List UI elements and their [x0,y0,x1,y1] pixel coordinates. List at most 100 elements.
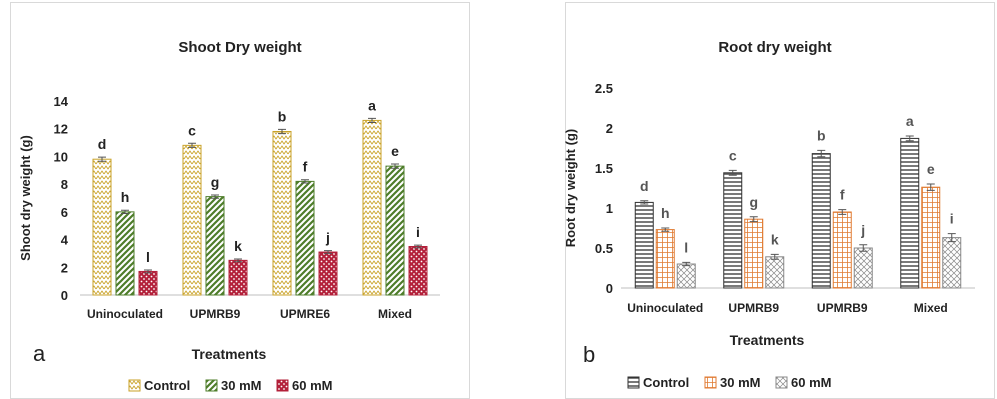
bar [385,165,405,296]
bar [115,211,135,296]
error-bar [324,250,332,254]
legend-label: 30 mM [221,378,261,393]
y-tick-label: 0.5 [595,241,613,256]
y-tick-label: 14 [54,94,69,109]
bar [832,211,852,289]
error-bar [728,169,737,176]
legend-swatch [627,376,640,389]
y-tick-label: 2.5 [595,81,613,96]
significance-letter: h [661,205,670,221]
legend-swatch [775,376,788,389]
significance-letter: a [906,113,914,129]
bar [744,218,764,289]
chart-title: Shoot Dry weight [178,39,301,56]
legend-swatch [704,376,717,389]
error-bar [682,261,691,267]
bar [272,130,292,296]
legend-swatch [205,379,218,392]
significance-letter: h [121,189,130,205]
y-tick-label: 8 [61,177,68,192]
chart-title: Root dry weight [718,39,831,56]
y-tick-label: 0 [61,288,68,303]
error-bar [98,156,106,162]
error-bar [278,128,286,135]
y-tick-label: 1.5 [595,161,613,176]
significance-letter: c [188,122,196,138]
error-bar [859,244,868,252]
category-label: Uninoculated [87,307,163,321]
significance-letter: a [368,97,376,113]
error-bar [749,216,758,223]
y-tick-label: 4 [61,233,69,248]
significance-letter: f [840,187,845,203]
significance-letter: d [640,178,649,194]
significance-letter: l [684,239,688,255]
legend-label: Control [144,378,190,393]
legend-label: 60 mM [292,378,332,393]
bar [655,229,675,289]
error-bar [121,209,129,215]
y-tick-label: 2 [61,260,68,275]
error-bar [661,227,670,232]
bar [138,270,158,296]
legend-label: Control [643,375,689,390]
significance-letter: k [234,238,242,254]
chart-panel-a: Shoot Dry weight Shoot dry weight (g) 0 2 4 6… [0,0,480,399]
y-axis-label: Root dry weight (g) [563,129,578,247]
bar [182,144,202,296]
category-label: UPMRB9 [817,301,868,315]
y-tick-label: 2 [606,121,613,136]
legend-swatch [276,379,289,392]
significance-letter: b [817,127,826,143]
error-bar [188,142,196,148]
y-tick-label: 0 [606,281,613,296]
error-bar [211,194,219,199]
x-axis-label: Treatments [730,332,805,348]
error-bar [234,258,242,263]
significance-letter: g [211,174,220,190]
legend-label: 60 mM [791,375,831,390]
bar [900,137,920,289]
significance-letter: c [729,147,737,163]
significance-letter: j [325,230,330,246]
significance-letter: d [98,136,107,152]
significance-letter: e [927,161,935,177]
chart-panel-b: Root dry weight Root dry weight (g) 0 0.5 1 1… [555,0,997,399]
significance-letter: i [416,224,420,240]
category-label: UPMRB9 [190,307,241,321]
error-bar [144,269,152,274]
significance-letter: b [278,108,287,124]
significance-letter: e [391,143,399,159]
bar [723,172,743,289]
significance-letter: k [771,231,779,247]
shoot-dry-weight-chart: Shoot Dry weight Shoot dry weight (g) 0 2 4 6… [18,39,440,393]
category-label: Mixed [378,307,412,321]
y-tick-label: 12 [54,122,68,137]
error-bar [368,117,376,123]
bar [634,201,654,289]
error-bar [301,179,309,184]
error-bar [391,163,399,169]
category-label: UPMRE6 [280,307,330,321]
error-bar [905,135,914,142]
bar [205,196,225,296]
error-bar [838,209,847,215]
panel-label: b [583,342,595,367]
legend-swatch [128,379,141,392]
y-tick-label: 10 [54,149,68,164]
panel-label: a [33,341,46,366]
error-bar [926,183,935,191]
x-axis-label: Treatments [192,346,267,362]
significance-letter: l [146,249,150,265]
category-label: UPMRB9 [728,301,779,315]
error-bar [947,233,956,243]
bar [362,119,382,296]
bar [811,153,831,289]
bar [853,247,873,289]
bar [295,180,315,296]
bar [942,237,962,289]
category-label: Uninoculated [627,301,703,315]
bar [228,259,248,296]
significance-letter: g [749,194,758,210]
bar [318,251,338,296]
